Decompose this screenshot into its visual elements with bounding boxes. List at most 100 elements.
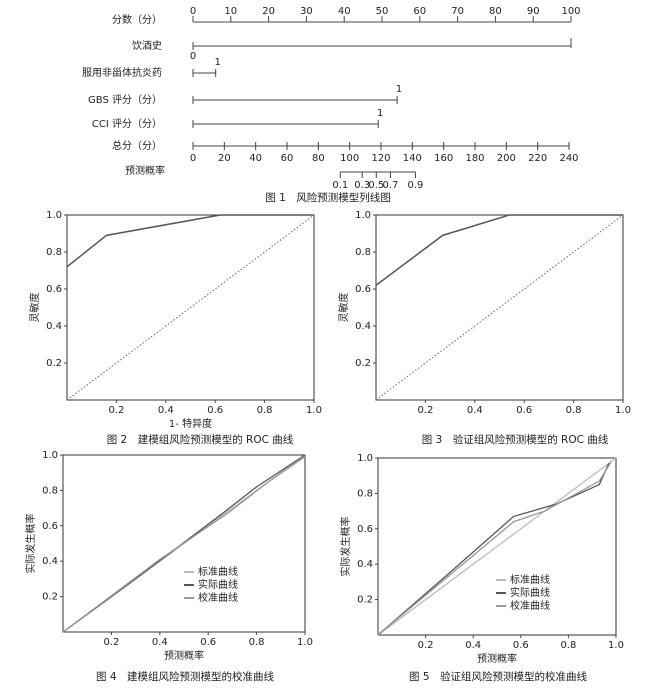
y-axis-label: 实际发生概率 xyxy=(339,517,352,577)
x-tick-label: 0.6 xyxy=(516,405,532,416)
y-tick-label: 1.0 xyxy=(42,450,58,461)
tick-label: 200 xyxy=(497,153,516,164)
tick-label: 60 xyxy=(413,6,426,17)
tick-label: 140 xyxy=(403,153,422,164)
x-tick-label: 0.8 xyxy=(257,405,273,416)
x-axis-label: 预测概率 xyxy=(164,649,204,662)
x-tick-label: 0.8 xyxy=(249,637,265,648)
tick-label: 40 xyxy=(249,153,262,164)
x-tick-label: 0.4 xyxy=(152,637,168,648)
y-tick-label: 0.4 xyxy=(357,559,373,570)
x-tick-label: 0.2 xyxy=(108,405,124,416)
tick-label: 80 xyxy=(489,6,502,17)
y-tick-label: 0.8 xyxy=(355,247,371,258)
x-tick-label: 1.0 xyxy=(306,405,322,416)
tick-label: 0.7 xyxy=(382,180,398,191)
y-tick-label: 0.4 xyxy=(42,556,58,567)
tick-label: 120 xyxy=(371,153,390,164)
plot-frame xyxy=(66,214,315,401)
calibration-line xyxy=(377,461,612,636)
level-label: 1 xyxy=(396,84,402,95)
tick-label: 40 xyxy=(338,6,351,17)
tick-label: 0.5 xyxy=(368,180,384,191)
x-axis-label: 1- 特异度 xyxy=(169,417,212,430)
row-label: 总分（分） xyxy=(112,139,162,152)
caption: 图 4 建模组风险预测模型的校准曲线 xyxy=(96,670,275,683)
x-tick-label: 0.2 xyxy=(103,637,119,648)
tick-label: 0.1 xyxy=(332,180,348,191)
x-tick-label: 1.0 xyxy=(615,405,631,416)
tick-label: 90 xyxy=(527,6,540,17)
row-label: 饮酒史 xyxy=(132,39,162,52)
y-tick-label: 0.8 xyxy=(357,488,373,499)
tick-label: 100 xyxy=(561,6,580,17)
y-tick-label: 0.2 xyxy=(42,592,58,603)
y-axis-label: 灵敏度 xyxy=(337,293,350,323)
roc-curve xyxy=(66,214,314,268)
tick-label: 30 xyxy=(300,6,313,17)
caption: 图 1 风险预测模型列线图 xyxy=(265,191,391,204)
plot-frame xyxy=(377,457,617,636)
tick-label: 0 xyxy=(190,153,196,164)
x-tick-label: 0.8 xyxy=(560,640,576,651)
y-axis-label: 灵敏度 xyxy=(28,293,41,323)
y-tick-label: 1.0 xyxy=(357,453,373,464)
legend-label: 标准曲线 xyxy=(198,565,238,578)
x-tick-label: 0.6 xyxy=(200,637,216,648)
plot-frame xyxy=(375,214,624,401)
x-tick-label: 1.0 xyxy=(608,640,624,651)
legend-label: 标准曲线 xyxy=(510,573,550,586)
calibration-line xyxy=(62,454,306,633)
row-label: CCI 评分（分） xyxy=(92,118,162,130)
tick-label: 160 xyxy=(434,153,453,164)
x-tick-label: 0.2 xyxy=(417,405,433,416)
reference-diagonal xyxy=(375,214,624,401)
tick-label: 60 xyxy=(281,153,294,164)
caption: 图 2 建模组风险预测模型的 ROC 曲线 xyxy=(107,433,294,446)
row-label: 预测概率 xyxy=(125,164,165,177)
tick-label: 10 xyxy=(224,6,237,17)
tick-label: 80 xyxy=(312,153,325,164)
tick-label: 0.9 xyxy=(408,180,424,191)
x-tick-label: 0.2 xyxy=(418,640,434,651)
level-label: 1 xyxy=(214,57,220,68)
legend-label: 实际曲线 xyxy=(510,586,550,599)
tick-label: 70 xyxy=(451,6,464,17)
reference-diagonal xyxy=(66,214,315,401)
plot-frame xyxy=(62,454,306,633)
x-axis-label: 预测概率 xyxy=(477,652,517,665)
tick-label: 240 xyxy=(559,153,578,164)
legend-label: 校准曲线 xyxy=(198,591,238,604)
calibration-line xyxy=(377,463,610,636)
tick-label: 100 xyxy=(340,153,359,164)
tick-label: 0.3 xyxy=(354,180,370,191)
x-tick-label: 0.4 xyxy=(465,640,481,651)
tick-label: 20 xyxy=(262,6,275,17)
calibration-line xyxy=(377,457,617,636)
y-tick-label: 0.6 xyxy=(357,524,373,535)
caption: 图 3 验证组风险预测模型的 ROC 曲线 xyxy=(422,433,609,446)
level-label: 0 xyxy=(190,51,196,62)
x-tick-label: 0.6 xyxy=(513,640,529,651)
level-label: 1 xyxy=(377,108,383,119)
y-tick-label: 0.2 xyxy=(357,595,373,606)
y-tick-label: 0.4 xyxy=(355,321,371,332)
legend-label: 校准曲线 xyxy=(510,599,550,612)
y-tick-label: 1.0 xyxy=(355,210,371,221)
caption: 图 5 验证组风险预测模型的校准曲线 xyxy=(409,670,588,683)
x-tick-label: 0.4 xyxy=(158,405,174,416)
row-label: 服用非甾体抗炎药 xyxy=(82,66,162,79)
y-tick-label: 0.6 xyxy=(355,284,371,295)
y-tick-label: 0.6 xyxy=(42,521,58,532)
calibration-line xyxy=(62,456,306,633)
y-tick-label: 0.6 xyxy=(46,284,62,295)
x-tick-label: 0.4 xyxy=(467,405,483,416)
tick-label: 20 xyxy=(218,153,231,164)
x-tick-label: 0.6 xyxy=(207,405,223,416)
y-tick-label: 1.0 xyxy=(46,210,62,221)
row-label: GBS 评分（分） xyxy=(88,94,162,106)
y-tick-label: 0.4 xyxy=(46,321,62,332)
tick-label: 180 xyxy=(465,153,484,164)
y-tick-label: 0.2 xyxy=(355,358,371,369)
tick-label: 0 xyxy=(190,6,196,17)
